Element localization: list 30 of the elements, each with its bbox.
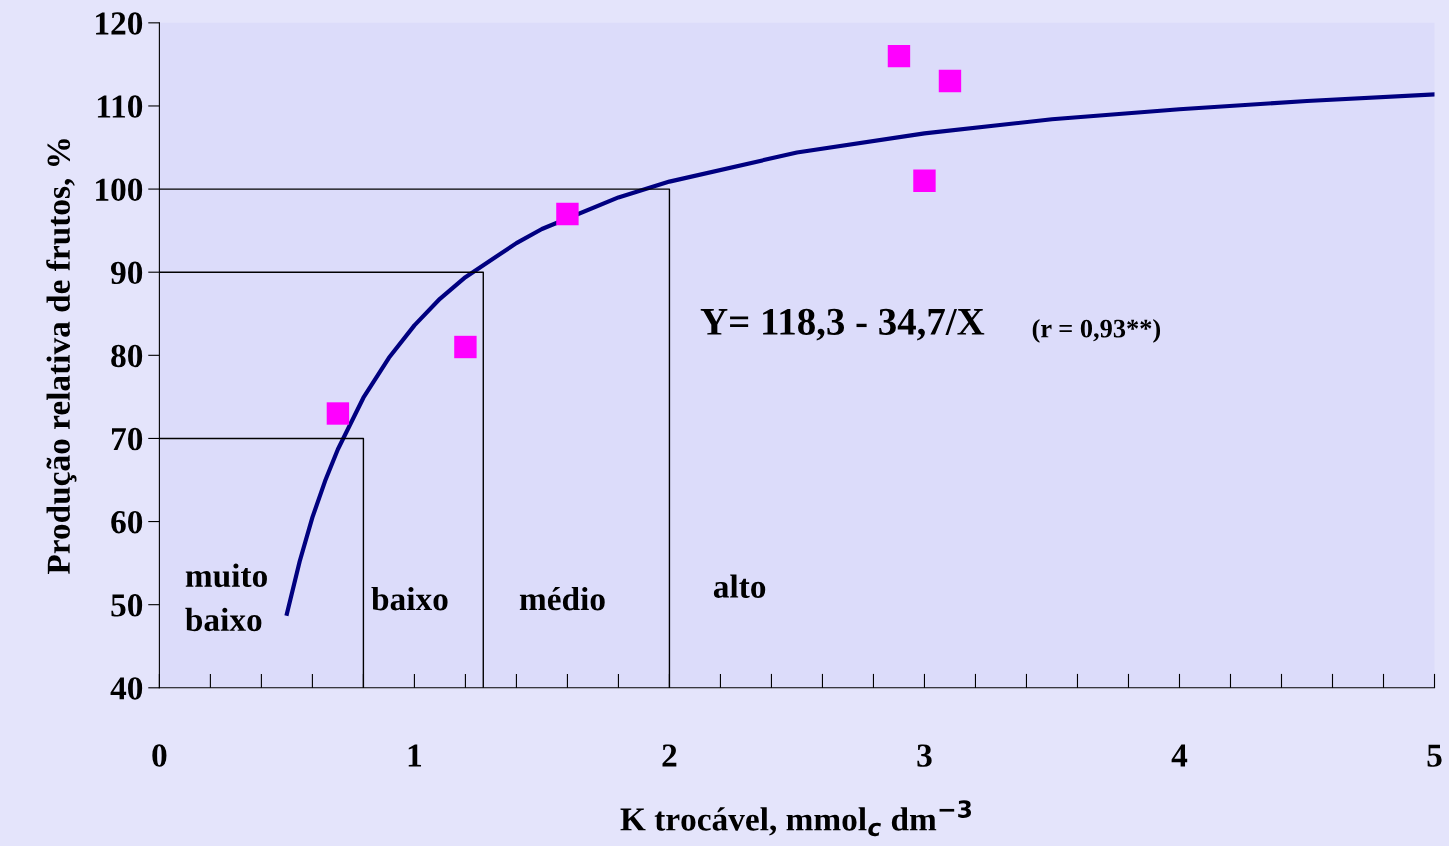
y-axis-title: Produção relativa de frutos, % — [46, 139, 77, 575]
point — [326, 402, 350, 425]
y-tick-label: 60 — [111, 510, 143, 534]
x-tick-label: 2 — [662, 744, 677, 767]
point — [454, 335, 477, 359]
x-tick-label: 4 — [1171, 744, 1188, 767]
y-tick-label: 90 — [111, 261, 143, 285]
x-tick-label: 0 — [152, 744, 167, 767]
point — [556, 202, 579, 226]
line-series — [284, 92, 1435, 616]
y-tick-label: 80 — [111, 344, 143, 368]
y-tick-label: 110 — [97, 95, 143, 118]
x-tick-label: 3 — [917, 744, 932, 767]
x-tick-label: 1 — [408, 744, 422, 767]
y-tick-label: 40 — [110, 677, 143, 700]
annotation: muito baixo — [185, 563, 267, 632]
annotation: alto — [713, 574, 766, 598]
y-tick-label: 100 — [96, 178, 143, 201]
point — [913, 169, 936, 192]
y-tick-label: 70 — [111, 427, 143, 451]
annotation: médio — [519, 586, 605, 611]
y-tick-label: 50 — [111, 594, 143, 617]
x-tick-label: 5 — [1427, 744, 1442, 767]
annotation: Y= 118,3 - 34,7/X — [700, 308, 985, 341]
x-axis-title: K trocável, mmol$_{c}$ dm$^{−3}$ — [620, 800, 972, 837]
annotation: baixo — [371, 586, 448, 611]
y-tick-label: 120 — [96, 12, 143, 35]
point — [938, 69, 962, 93]
point — [887, 44, 911, 68]
annotation: (r = 0,93**) — [1032, 318, 1161, 343]
